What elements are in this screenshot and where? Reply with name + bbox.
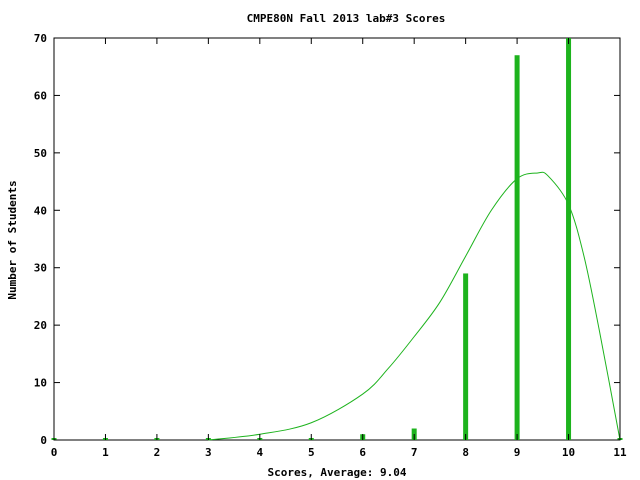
y-tick-label: 50 [34,147,47,160]
x-tick-label: 9 [514,446,521,459]
chart-title: CMPE80N Fall 2013 lab#3 Scores [247,12,446,25]
x-tick-label: 0 [51,446,58,459]
bar-score-8 [463,273,469,440]
y-tick-label: 40 [34,204,47,217]
y-tick-label: 30 [34,262,47,275]
x-axis-label: Scores, Average: 9.04 [267,466,406,479]
y-axis: 0 10 20 30 40 50 60 70 [34,32,620,447]
y-tick-label: 10 [34,377,47,390]
x-tick-label: 3 [205,446,212,459]
x-tick-label: 6 [359,446,366,459]
y-tick-label: 60 [34,89,47,102]
x-tick-label: 1 [102,446,109,459]
x-tick-label: 4 [257,446,264,459]
fit-curve [208,171,621,441]
bar-score-10 [566,38,572,440]
x-tick-label: 7 [411,446,418,459]
x-tick-label: 10 [562,446,575,459]
y-tick-label: 20 [34,319,47,332]
y-tick-label: 70 [34,32,47,45]
bars-layer [51,38,623,440]
x-tick-label: 11 [613,446,627,459]
fit-curve-layer [208,171,621,441]
bar-score-9 [514,55,520,440]
y-axis-label: Number of Students [6,180,19,299]
plot-frame [53,37,621,441]
x-tick-label: 2 [154,446,161,459]
x-tick-label: 8 [462,446,469,459]
x-axis: 0 1 2 3 4 5 6 7 8 9 10 11 [51,38,627,459]
plot-area [53,37,621,441]
y-tick-label: 0 [40,434,47,447]
x-tick-label: 5 [308,446,315,459]
